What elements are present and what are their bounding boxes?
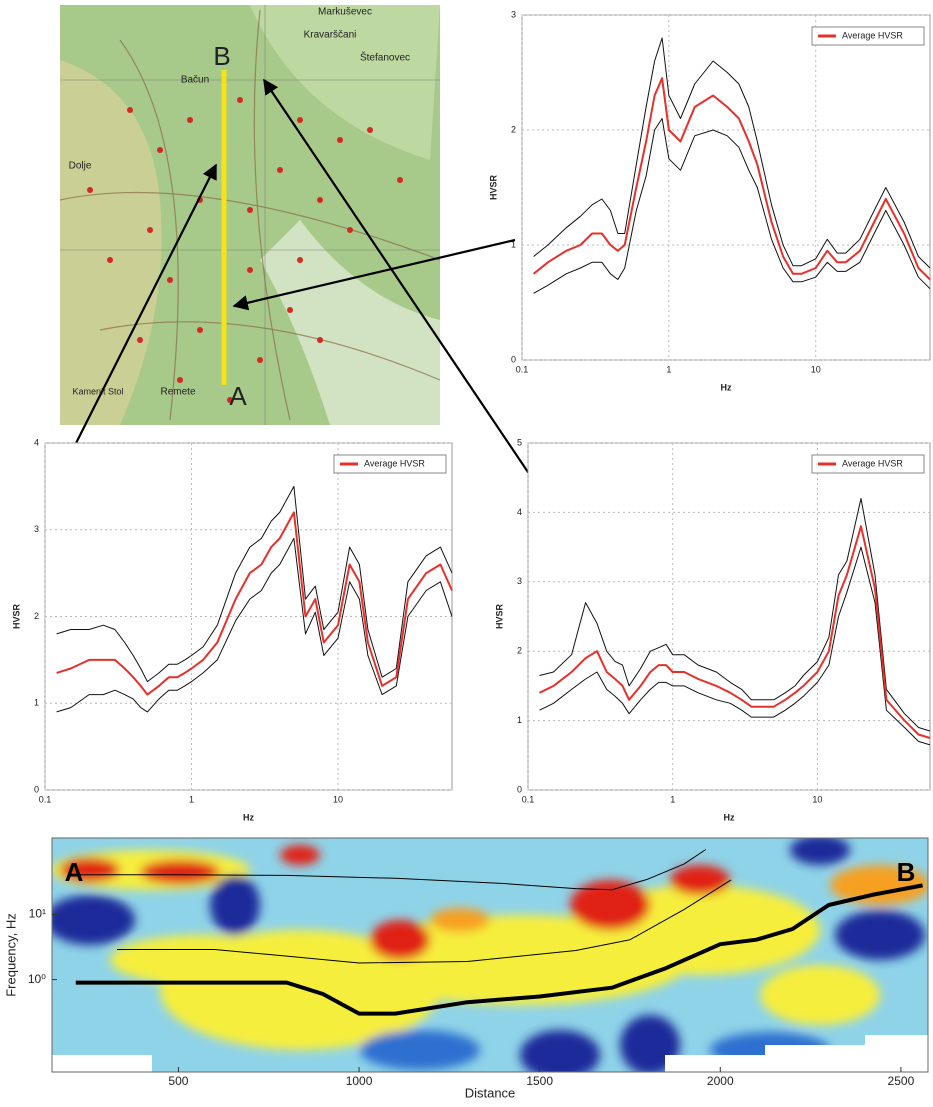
legend-label: Average HVSR — [842, 30, 903, 40]
x-tick-label: 500 — [168, 1074, 188, 1088]
plot-area — [527, 442, 931, 791]
map-label: A — [229, 381, 247, 411]
series-line — [56, 537, 453, 713]
chart: 0 1 2 3 0.1 1 10 Hz HVSR Average HVSR — [488, 9, 931, 392]
y-tick-label: 3 — [511, 9, 516, 19]
y-axis-label: HVSR — [494, 604, 504, 630]
legend-box — [811, 454, 925, 474]
x-tick-label: 1 — [666, 364, 671, 374]
x-tick-label: 1500 — [526, 1074, 553, 1088]
series-line — [539, 546, 931, 746]
y-tick-label: 4 — [34, 437, 39, 447]
map-label: Markuševec — [318, 7, 372, 18]
x-tick-label: 1 — [670, 794, 675, 804]
y-tick-label: 4 — [517, 507, 522, 517]
y-tick-label: 0 — [34, 784, 39, 794]
annotation: B — [897, 857, 916, 887]
legend-box — [811, 26, 925, 46]
y-tick-label: 10¹ — [29, 907, 46, 921]
series-line — [539, 525, 931, 739]
x-tick-label: 10 — [811, 364, 821, 374]
y-tick-label: 0 — [517, 784, 522, 794]
y-tick-label: 3 — [517, 576, 522, 586]
series-line — [117, 879, 732, 964]
series-line — [56, 511, 453, 696]
map-label: B — [213, 41, 230, 71]
y-tick-label: 2 — [511, 124, 516, 134]
legend-box — [333, 454, 447, 474]
series-line — [533, 37, 931, 269]
chart: 0 1 2 3 4 5 0.1 1 10 Hz HVSR Average HVSR — [494, 437, 931, 822]
contour-field — [52, 838, 928, 1072]
x-tick-label: 10 — [812, 794, 822, 804]
x-tick-label: 0.1 — [522, 794, 535, 804]
x-tick-label: 1 — [189, 794, 194, 804]
map-label: Dolje — [69, 161, 92, 172]
series-line — [539, 498, 931, 732]
y-tick-label: 5 — [517, 437, 522, 447]
chart: 10⁰ 10¹ 500 1000 1500 2000 2500 Distance Frequen… — [3, 837, 929, 1100]
y-axis-label: Frequency, Hz — [3, 913, 18, 997]
y-tick-label: 1 — [34, 698, 39, 708]
legend-label: Average HVSR — [364, 458, 425, 468]
y-tick-label: 2 — [34, 611, 39, 621]
legend-label: Average HVSR — [842, 458, 903, 468]
x-tick-label: 0.1 — [39, 794, 52, 804]
plot-frame — [51, 837, 929, 1073]
x-axis-label: Hz — [724, 812, 735, 822]
y-axis-label: HVSR — [488, 175, 498, 201]
x-axis-label: Hz — [243, 812, 254, 822]
series-line — [75, 849, 707, 891]
annotation: A — [65, 857, 84, 887]
y-axis-label: HVSR — [11, 604, 21, 630]
series-line — [56, 485, 453, 683]
map-label: Štefanovec — [360, 51, 410, 64]
y-tick-label: 1 — [517, 715, 522, 725]
arrows — [59, 78, 541, 491]
y-tick-label: 0 — [511, 354, 516, 364]
plot-area — [44, 442, 453, 791]
x-tick-label: 10 — [333, 794, 343, 804]
map-label: Kravarščani — [304, 30, 357, 41]
x-tick-label: 2500 — [888, 1074, 915, 1088]
map-label: Remete — [160, 387, 195, 398]
y-tick-label: 1 — [511, 239, 516, 249]
map-label: Kamenit Stol — [72, 386, 123, 396]
x-axis-label: Distance — [465, 1085, 516, 1100]
map — [59, 5, 441, 425]
x-tick-label: 0.1 — [516, 364, 529, 374]
x-axis-label: Hz — [721, 382, 732, 392]
series-line — [532, 77, 931, 281]
y-tick-label: 3 — [34, 524, 39, 534]
y-tick-label: 10⁰ — [28, 972, 46, 986]
map-label: Bačun — [181, 75, 209, 86]
plot-area — [521, 14, 931, 361]
chart: 0 1 2 3 4 0.1 1 10 Hz HVSR Average HVSR — [11, 437, 453, 822]
series-line — [75, 883, 923, 1016]
x-tick-label: 1000 — [346, 1074, 373, 1088]
x-tick-label: 2000 — [707, 1074, 734, 1088]
y-tick-label: 2 — [517, 646, 522, 656]
series-line — [533, 118, 931, 294]
